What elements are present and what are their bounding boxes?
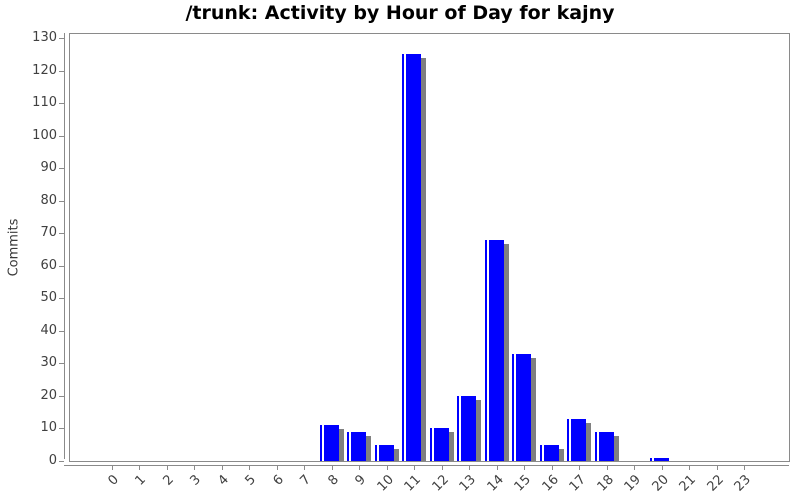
y-tick-label: 20	[40, 388, 57, 403]
bar-strip-hour-8	[320, 425, 322, 461]
y-tick-label: 30	[40, 355, 57, 370]
bar-strip-hour-14	[485, 240, 487, 461]
bar-strip-hour-18	[595, 432, 597, 461]
y-tick-label: 40	[40, 323, 57, 338]
bar-hour-18	[599, 432, 614, 461]
bar-shadow-hour-14	[504, 244, 509, 461]
x-tick	[167, 466, 168, 470]
y-tick	[59, 38, 64, 39]
x-tick	[139, 466, 140, 470]
x-tick	[387, 466, 388, 470]
y-tick	[59, 71, 64, 72]
x-tick	[579, 466, 580, 470]
chart-title: /trunk: Activity by Hour of Day for kajn…	[185, 2, 615, 24]
bar-hour-12	[434, 428, 449, 461]
x-tick	[634, 466, 635, 470]
bar-hour-20	[654, 458, 669, 461]
bar-strip-hour-20	[650, 458, 652, 461]
x-tick	[524, 466, 525, 470]
x-tick	[414, 466, 415, 470]
y-tick-label: 130	[32, 30, 57, 45]
y-tick	[59, 233, 64, 234]
y-tick	[59, 168, 64, 169]
x-tick	[744, 466, 745, 470]
bar-shadow-hour-16	[559, 449, 564, 461]
x-axis-line	[64, 465, 789, 466]
y-tick	[59, 266, 64, 267]
bar-hour-10	[379, 445, 394, 461]
y-tick-label: 90	[40, 160, 57, 175]
bar-shadow-hour-18	[614, 436, 619, 461]
bar-hour-8	[324, 425, 339, 461]
plot-area	[69, 33, 790, 462]
y-tick-label: 120	[32, 63, 57, 78]
bar-strip-hour-13	[457, 396, 459, 461]
x-tick-label: 23	[731, 472, 754, 495]
x-tick	[497, 466, 498, 470]
x-tick	[552, 466, 553, 470]
bar-strip-hour-17	[567, 419, 569, 461]
x-tick	[332, 466, 333, 470]
y-tick-label: 60	[40, 258, 57, 273]
bar-hour-11	[406, 54, 421, 461]
bar-strip-hour-10	[375, 445, 377, 461]
bar-strip-hour-16	[540, 445, 542, 461]
x-tick	[689, 466, 690, 470]
bar-strip-hour-15	[512, 354, 514, 461]
x-tick	[277, 466, 278, 470]
y-tick-label: 50	[40, 290, 57, 305]
bar-shadow-hour-9	[366, 436, 371, 461]
bar-shadow-hour-17	[586, 423, 591, 461]
x-tick	[717, 466, 718, 470]
bar-shadow-hour-15	[531, 358, 536, 461]
y-axis-line	[64, 33, 65, 459]
bar-strip-hour-9	[347, 432, 349, 461]
bar-strip-hour-12	[430, 428, 432, 461]
x-tick	[304, 466, 305, 470]
y-tick	[59, 396, 64, 397]
bar-strip-hour-11	[402, 54, 404, 461]
y-tick	[59, 201, 64, 202]
bar-hour-14	[489, 240, 504, 461]
y-tick	[59, 136, 64, 137]
y-tick	[59, 103, 64, 104]
bar-hour-9	[351, 432, 366, 461]
y-tick-label: 70	[40, 225, 57, 240]
bar-shadow-hour-13	[476, 400, 481, 461]
bar-hour-15	[516, 354, 531, 461]
x-tick	[662, 466, 663, 470]
y-tick-label: 0	[48, 453, 57, 468]
x-tick	[442, 466, 443, 470]
bar-shadow-hour-11	[421, 58, 426, 461]
bar-shadow-hour-8	[339, 429, 344, 461]
y-tick-label: 80	[40, 193, 57, 208]
x-tick	[222, 466, 223, 470]
y-tick-label: 10	[40, 420, 57, 435]
y-tick	[59, 363, 64, 364]
bar-hour-17	[571, 419, 586, 461]
x-tick	[194, 466, 195, 470]
bar-shadow-hour-10	[394, 449, 399, 461]
y-tick-label: 100	[32, 128, 57, 143]
y-tick-label: 110	[32, 95, 57, 110]
y-tick	[59, 428, 64, 429]
bar-hour-16	[544, 445, 559, 461]
bar-hour-13	[461, 396, 476, 461]
x-tick	[469, 466, 470, 470]
x-tick	[249, 466, 250, 470]
x-tick	[112, 466, 113, 470]
x-tick	[607, 466, 608, 470]
bar-shadow-hour-12	[449, 432, 454, 461]
y-axis-title: Commits	[6, 218, 22, 277]
x-tick	[359, 466, 360, 470]
y-tick	[59, 331, 64, 332]
y-tick	[59, 298, 64, 299]
y-tick	[59, 461, 64, 462]
